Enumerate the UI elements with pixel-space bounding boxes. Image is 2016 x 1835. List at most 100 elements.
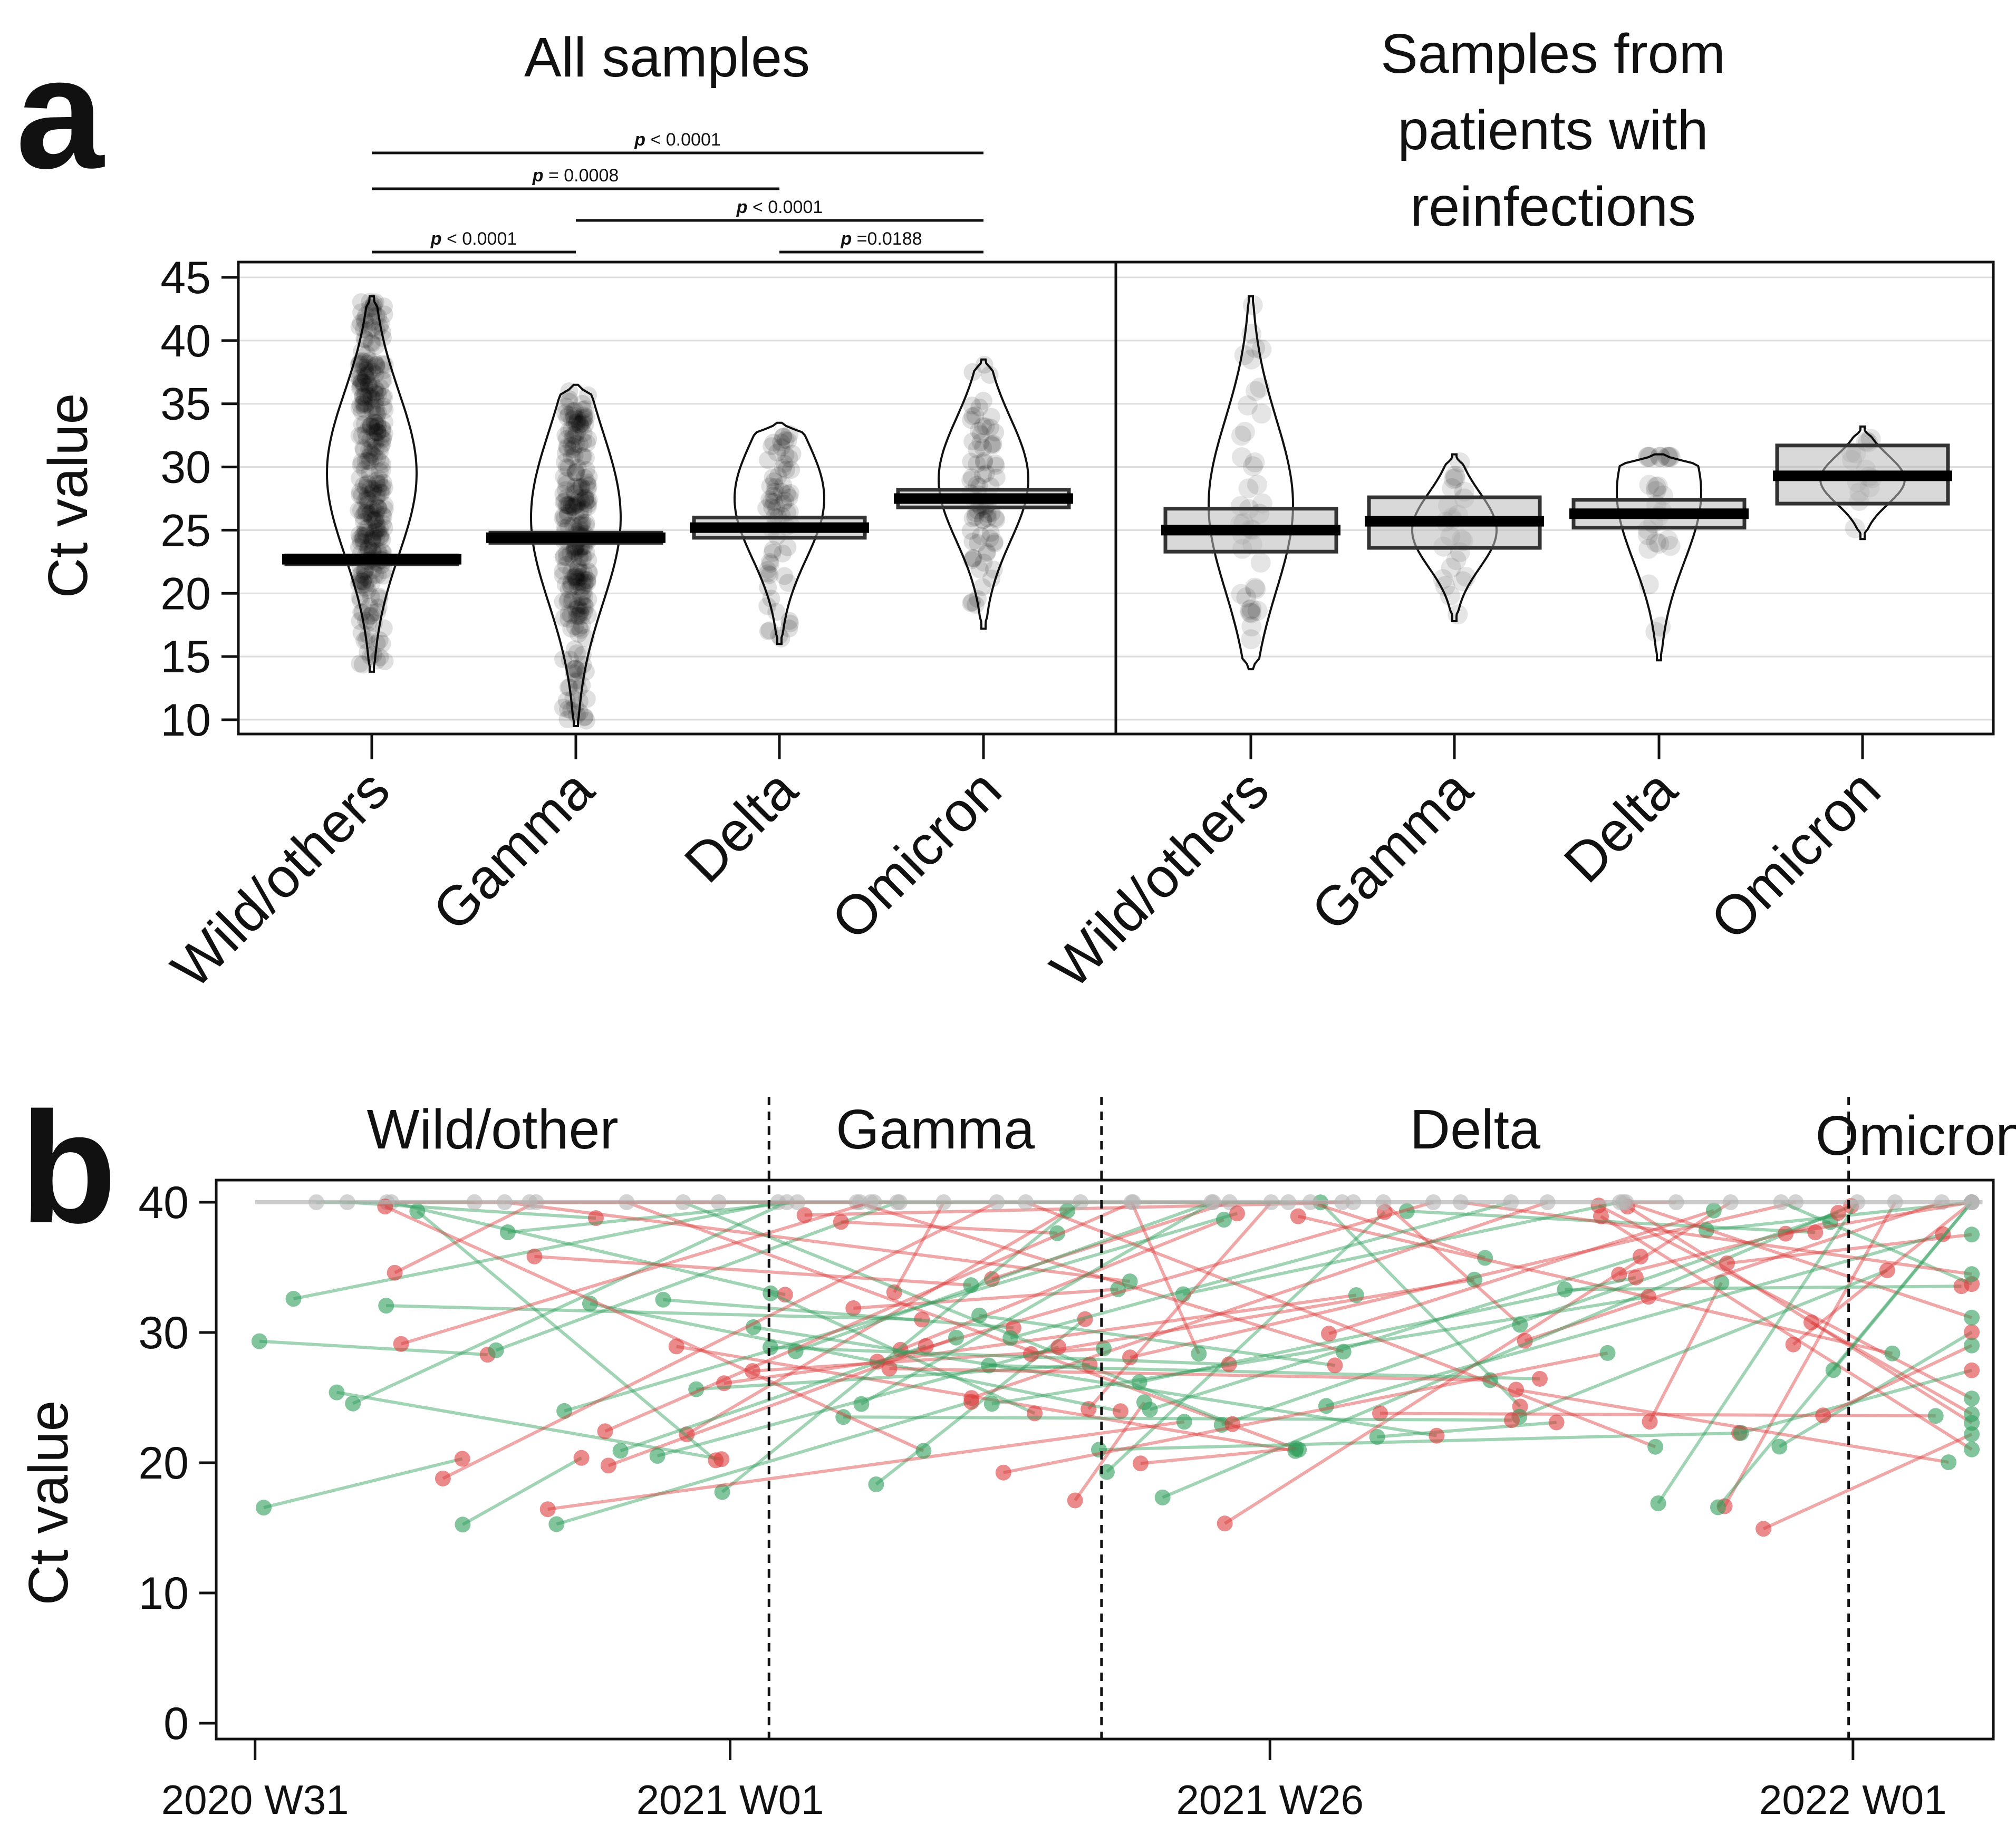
left-wild-others-point bbox=[370, 631, 389, 650]
patient-trajectory bbox=[1290, 1208, 1901, 1361]
left-gamma-point bbox=[579, 430, 597, 448]
trajectory-point bbox=[708, 1452, 724, 1469]
trajectory-point bbox=[1023, 1346, 1039, 1362]
trajectory-point bbox=[869, 1354, 885, 1370]
trajectory-segment bbox=[795, 1201, 1212, 1353]
panel-b-letter: b bbox=[20, 1079, 117, 1256]
left-gamma-point bbox=[568, 410, 587, 429]
left-gamma-point bbox=[573, 394, 592, 413]
left-gamma-point bbox=[577, 514, 595, 532]
trajectory-segment bbox=[770, 1292, 1036, 1415]
left-gamma-point bbox=[555, 547, 573, 565]
trajectory-point bbox=[1429, 1427, 1445, 1444]
patient-trajectory bbox=[1650, 1194, 1866, 1511]
right-delta-point bbox=[1639, 447, 1660, 467]
left-gamma-point bbox=[557, 430, 576, 448]
left-gamma-point bbox=[578, 571, 596, 590]
panel-a-y-axis-label: Ct value bbox=[37, 393, 99, 598]
left-gamma-point bbox=[560, 604, 578, 623]
trajectory-point bbox=[1803, 1314, 1819, 1330]
left-delta-point bbox=[760, 553, 779, 571]
right-wild-others-point bbox=[1251, 339, 1272, 360]
right-delta-point bbox=[1657, 447, 1678, 467]
right-wild-others-point bbox=[1241, 349, 1261, 370]
left-delta-point bbox=[759, 578, 777, 597]
trajectory-point bbox=[1477, 1250, 1493, 1266]
left-gamma-point bbox=[570, 692, 589, 710]
right-gamma-point bbox=[1440, 585, 1460, 606]
right-wild-others-point bbox=[1245, 452, 1265, 472]
trajectory-point bbox=[777, 1287, 793, 1303]
trajectory-point bbox=[1627, 1269, 1644, 1286]
patient-trajectory bbox=[526, 1248, 979, 1293]
trajectory-segment bbox=[1716, 1201, 1973, 1509]
sig-label-delta-omicron: p =0.0188 bbox=[840, 229, 922, 249]
trajectory-point bbox=[892, 1341, 909, 1358]
left-gamma-point bbox=[563, 430, 582, 448]
left-wild-others-point bbox=[352, 372, 371, 390]
trajectory-segment bbox=[1326, 1232, 1944, 1408]
trajectory-point bbox=[1466, 1271, 1482, 1288]
left-wild-others-point bbox=[363, 362, 381, 381]
left-omicron-point bbox=[974, 511, 992, 529]
left-delta-point bbox=[779, 574, 797, 592]
trajectory-point bbox=[1098, 1464, 1115, 1480]
trajectory-segment bbox=[1832, 1201, 1973, 1372]
left-gamma-point bbox=[560, 421, 578, 439]
left-omicron-point bbox=[986, 423, 1005, 442]
patient-trajectory bbox=[714, 1194, 1088, 1500]
left-gamma-point bbox=[573, 478, 591, 497]
trajectory-point bbox=[914, 1311, 930, 1328]
left-omicron-point bbox=[966, 508, 985, 526]
left-wild-others-point bbox=[372, 484, 391, 502]
left-delta-point bbox=[774, 544, 792, 563]
left-gamma-point bbox=[564, 498, 583, 516]
right-gamma-point bbox=[1453, 571, 1473, 592]
left-wild-others-point bbox=[352, 624, 371, 642]
left-gamma-point bbox=[576, 662, 595, 681]
trajectory-point bbox=[833, 1214, 849, 1230]
trajectory-segment bbox=[1130, 1201, 1201, 1355]
left-wild-others-point bbox=[350, 501, 368, 519]
trajectory-point bbox=[1785, 1336, 1801, 1353]
left-delta-point bbox=[764, 433, 783, 452]
left-gamma-point bbox=[567, 572, 585, 591]
left-wild-others-point bbox=[368, 475, 386, 493]
left-wild-others-point bbox=[351, 654, 369, 673]
trajectory-point bbox=[1941, 1454, 1957, 1471]
trajectory-point bbox=[1503, 1412, 1520, 1428]
left-omicron-point bbox=[970, 398, 989, 417]
left-gamma-point bbox=[560, 678, 578, 697]
right-delta-point bbox=[1637, 447, 1658, 467]
left-wild-others-point bbox=[352, 591, 370, 610]
left-wild-others-point bbox=[365, 383, 383, 402]
patient-trajectory bbox=[548, 1394, 980, 1532]
patient-trajectory bbox=[378, 1298, 930, 1328]
panel-b-xtick-label-2020-w31: 2020 W31 bbox=[161, 1776, 349, 1823]
left-delta-point bbox=[767, 603, 786, 621]
patient-trajectory bbox=[835, 1409, 1520, 1428]
left-delta-point bbox=[768, 443, 786, 462]
left-wild-others-point bbox=[351, 612, 369, 630]
left-wild-others-point bbox=[352, 293, 370, 311]
trajectory-point bbox=[597, 1423, 613, 1440]
left-gamma-point bbox=[566, 660, 585, 678]
left-gamma-point bbox=[558, 408, 576, 427]
left-wild-others-point bbox=[369, 523, 388, 541]
left-gamma-point bbox=[568, 706, 586, 724]
right-gamma-point bbox=[1433, 569, 1453, 590]
left-gamma-point bbox=[564, 664, 583, 682]
trajectory-segment bbox=[1382, 1201, 1521, 1326]
left-wild-others-point bbox=[363, 531, 381, 549]
patient-trajectory bbox=[539, 1414, 1192, 1518]
trajectory-point bbox=[393, 1336, 409, 1352]
patient-trajectory bbox=[435, 1194, 1005, 1486]
left-delta-point bbox=[759, 564, 777, 583]
left-wild-others-point bbox=[351, 355, 369, 373]
left-gamma-point bbox=[571, 604, 590, 622]
left-wild-others-point bbox=[350, 575, 368, 593]
trajectory-segment bbox=[604, 1201, 1134, 1433]
left-gamma-point bbox=[568, 559, 587, 577]
left-gamma-point bbox=[566, 504, 585, 522]
trajectory-point bbox=[688, 1381, 705, 1397]
